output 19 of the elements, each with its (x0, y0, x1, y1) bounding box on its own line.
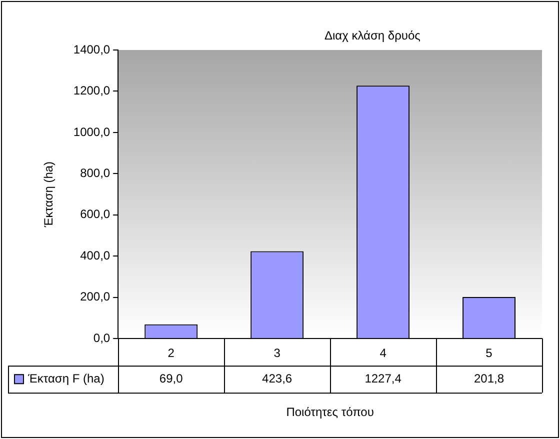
y-tick-label: 800,0 (80, 166, 110, 180)
x-tick-label: 3 (274, 346, 281, 360)
data-label: 1227,4 (364, 371, 402, 386)
y-tick-label: 0,0 (93, 330, 110, 345)
x-tick-label: 4 (380, 346, 387, 360)
x-tick-label: 5 (486, 346, 493, 360)
x-tick-label: 2 (168, 346, 175, 360)
data-label: 69,0 (159, 371, 184, 386)
y-tick-label: 1000,0 (73, 124, 110, 139)
data-label: 423,6 (262, 371, 292, 386)
chart-title: Διαχ κλάση δρυός (324, 28, 421, 42)
y-tick-label: 1200,0 (73, 84, 110, 98)
y-axis-title: Έκταση (ha) (42, 161, 56, 228)
y-tick-label: 600,0 (80, 207, 110, 222)
y-tick-label: 400,0 (80, 248, 110, 262)
x-axis-title: Ποιότητες τόπου (286, 404, 374, 419)
y-tick-label: 1400,0 (73, 42, 110, 56)
data-label: 201,8 (474, 371, 504, 386)
y-tick-label: 200,0 (80, 290, 110, 304)
